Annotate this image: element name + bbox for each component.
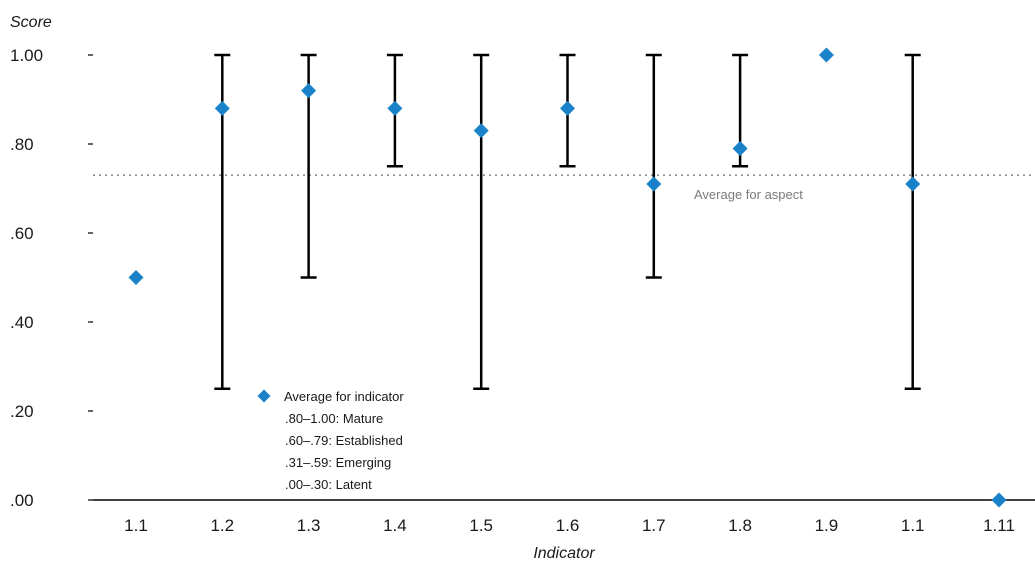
data-point-marker bbox=[128, 270, 144, 285]
y-axis-ticks: 1.00 .80 .60 .40 .20 .00 bbox=[10, 46, 93, 510]
x-axis-title: Indicator bbox=[533, 545, 595, 562]
x-tick-label: 1.8 bbox=[728, 516, 752, 535]
y-axis-title: Score bbox=[10, 14, 52, 31]
error-bar bbox=[473, 53, 490, 390]
y-tick-label: .00 bbox=[10, 491, 34, 510]
x-tick-label: 1.3 bbox=[297, 516, 321, 535]
error-bar bbox=[645, 53, 662, 279]
y-tick-label: .80 bbox=[10, 135, 34, 154]
x-tick-label: 1.6 bbox=[556, 516, 580, 535]
y-tick-label: .40 bbox=[10, 313, 34, 332]
data-point-marker bbox=[301, 83, 317, 99]
x-tick-label: 1.9 bbox=[815, 516, 839, 535]
data-point-marker bbox=[905, 176, 921, 192]
reference-line-group: Average for aspect bbox=[93, 174, 1035, 202]
data-point-marker bbox=[387, 100, 403, 116]
data-point-marker bbox=[214, 100, 230, 116]
data-markers bbox=[128, 47, 1007, 508]
legend-marker-icon bbox=[257, 389, 271, 403]
legend-range-label: .60–.79: Established bbox=[285, 433, 403, 448]
legend-range-label: .31–.59: Emerging bbox=[285, 455, 391, 470]
x-tick-label: 1.2 bbox=[210, 516, 234, 535]
error-bar bbox=[904, 53, 921, 390]
legend: Average for indicator .80–1.00: Mature .60… bbox=[257, 389, 404, 492]
data-point-marker bbox=[818, 47, 834, 63]
x-tick-label: 1.11 bbox=[983, 516, 1015, 535]
x-tick-label: 1.1 bbox=[901, 516, 925, 535]
legend-marker-label: Average for indicator bbox=[284, 389, 404, 404]
data-point-marker bbox=[991, 492, 1007, 508]
y-tick-label: .60 bbox=[10, 224, 34, 243]
data-point-marker bbox=[473, 123, 489, 139]
reference-line-label: Average for aspect bbox=[694, 187, 803, 202]
data-point-marker bbox=[732, 140, 748, 156]
x-tick-label: 1.7 bbox=[642, 516, 666, 535]
x-tick-label: 1.1 bbox=[124, 516, 148, 535]
data-point-marker bbox=[646, 176, 662, 192]
y-tick-label: 1.00 bbox=[10, 46, 43, 65]
x-tick-label: 1.4 bbox=[383, 516, 407, 535]
legend-range-label: .80–1.00: Mature bbox=[285, 411, 383, 426]
x-tick-label: 1.5 bbox=[469, 516, 493, 535]
y-tick-label: .20 bbox=[10, 402, 34, 421]
x-axis-ticks: 1.1 1.2 1.3 1.4 1.5 1.6 1.7 1.8 1.9 1.1 1.11 bbox=[124, 516, 1015, 535]
legend-range-label: .00–.30: Latent bbox=[285, 477, 372, 492]
data-point-marker bbox=[560, 100, 575, 116]
